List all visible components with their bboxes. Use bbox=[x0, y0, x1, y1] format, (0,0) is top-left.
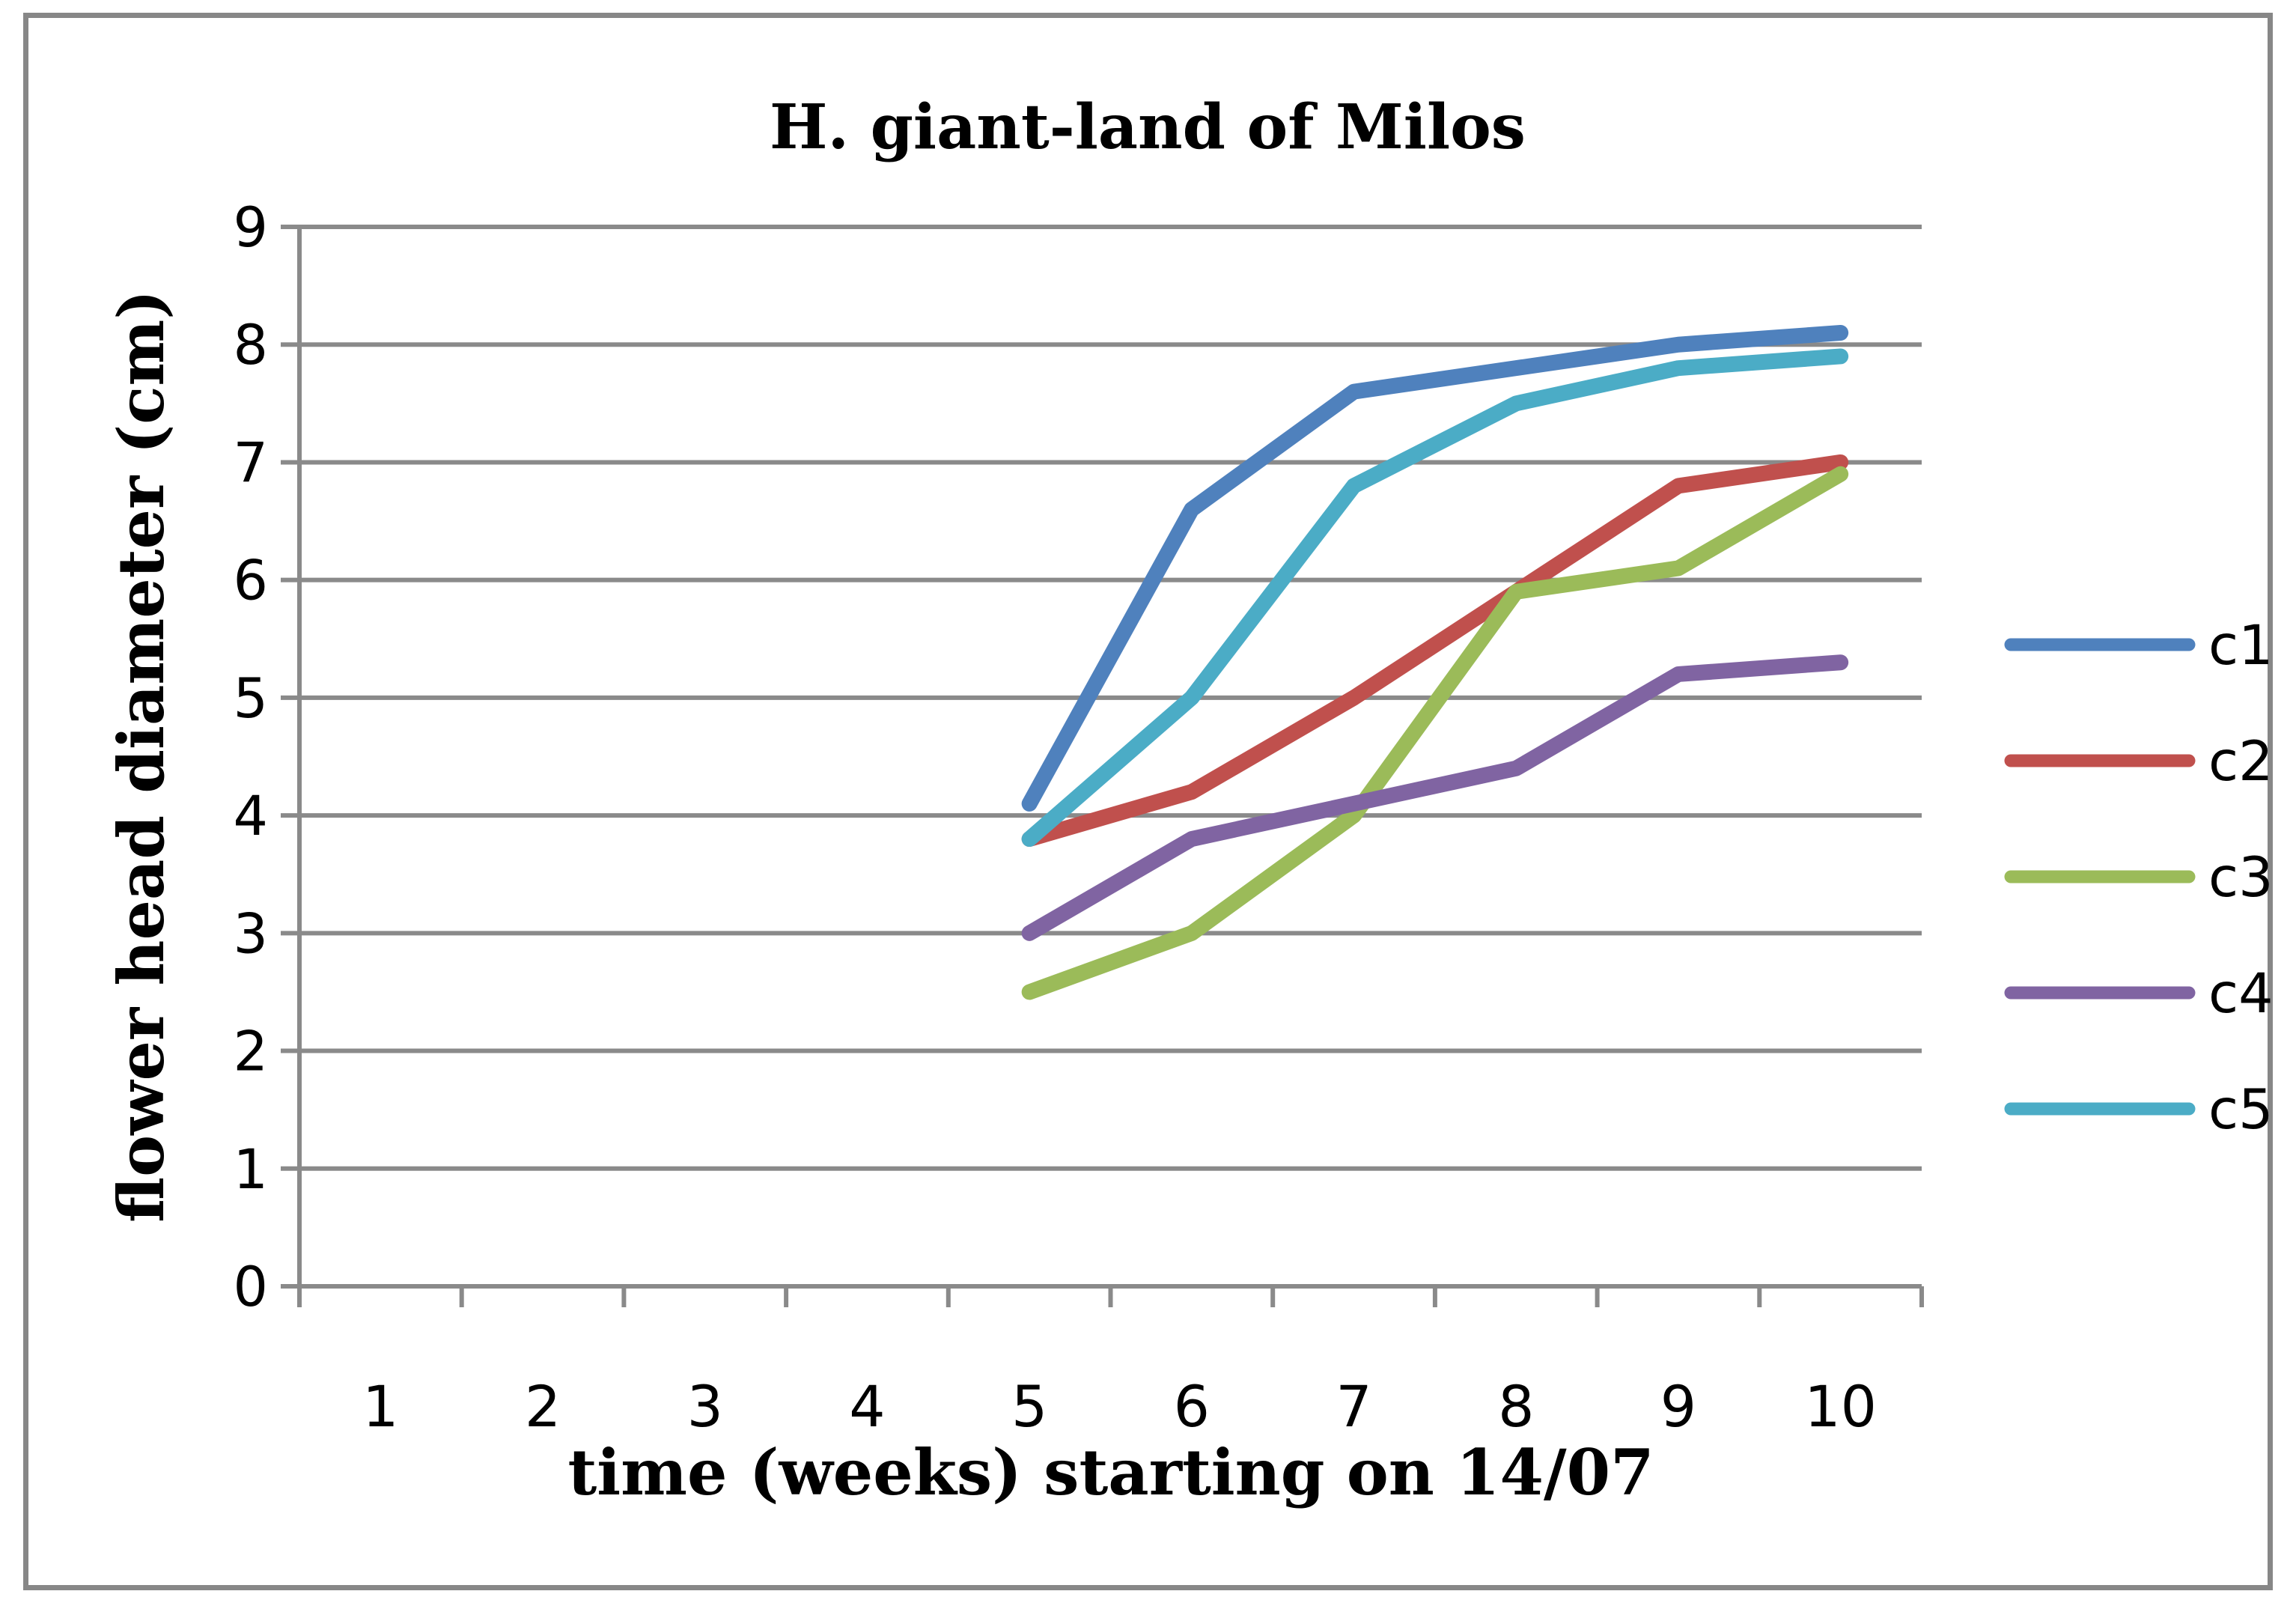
series-line-c3 bbox=[1021, 466, 1849, 1000]
x-tick-label-6: 6 bbox=[1174, 1373, 1210, 1440]
series-line-c4 bbox=[1021, 654, 1849, 941]
y-tick-label-5: 5 bbox=[234, 667, 268, 731]
chart-title: H. giant-land of Milos bbox=[770, 91, 1526, 163]
legend-item-c5: c5 bbox=[2004, 1078, 2274, 1142]
series-line-c5 bbox=[1021, 348, 1849, 848]
legend-item-c4: c4 bbox=[2004, 962, 2274, 1026]
series-line-c1 bbox=[1021, 325, 1849, 812]
legend-label-c5: c5 bbox=[2208, 1078, 2274, 1142]
x-tick-label-1: 1 bbox=[362, 1373, 398, 1440]
y-tick-label-6: 6 bbox=[234, 550, 268, 613]
y-tick-label-0: 0 bbox=[234, 1256, 268, 1319]
axes-group bbox=[297, 227, 1924, 1307]
legend-item-c2: c2 bbox=[2004, 730, 2274, 794]
x-tick-label-2: 2 bbox=[525, 1373, 561, 1440]
legend-label-c4: c4 bbox=[2208, 962, 2274, 1026]
x-tick-label-9: 9 bbox=[1660, 1373, 1696, 1440]
x-tick-label-7: 7 bbox=[1336, 1373, 1371, 1440]
legend-item-c3: c3 bbox=[2004, 846, 2274, 910]
legend-label-c2: c2 bbox=[2208, 730, 2274, 794]
y-tick-label-4: 4 bbox=[234, 785, 268, 848]
x-tick-label-8: 8 bbox=[1498, 1373, 1534, 1440]
gridlines-group bbox=[281, 225, 1922, 1289]
y-tick-label-8: 8 bbox=[234, 314, 268, 377]
legend-group: c1 c2 c3 c4 c5 bbox=[2004, 614, 2274, 1142]
y-axis-title: flower head diameter (cm) bbox=[104, 290, 178, 1223]
y-tick-label-1: 1 bbox=[234, 1138, 268, 1202]
y-tick-label-9: 9 bbox=[234, 196, 268, 260]
legend-label-c3: c3 bbox=[2208, 846, 2274, 910]
x-axis-title: time (weeks) starting on 14/07 bbox=[567, 1435, 1654, 1509]
chart-border bbox=[23, 13, 2273, 1590]
series-line-c2 bbox=[1021, 454, 1849, 848]
y-tick-label-2: 2 bbox=[234, 1020, 268, 1084]
y-tick-label-7: 7 bbox=[234, 431, 268, 495]
legend-item-c1: c1 bbox=[2004, 614, 2274, 678]
x-tick-label-4: 4 bbox=[849, 1373, 885, 1440]
tick-labels-group: 0 1 2 3 4 5 6 7 8 9 1 2 3 4 5 6 7 8 9 10 bbox=[234, 196, 1877, 1440]
series-group bbox=[1021, 325, 1849, 1000]
x-tick-label-10: 10 bbox=[1804, 1373, 1877, 1440]
y-tick-label-3: 3 bbox=[234, 902, 268, 966]
x-tick-label-3: 3 bbox=[687, 1373, 723, 1440]
x-tick-label-5: 5 bbox=[1011, 1373, 1047, 1440]
legend-label-c1: c1 bbox=[2208, 614, 2274, 678]
